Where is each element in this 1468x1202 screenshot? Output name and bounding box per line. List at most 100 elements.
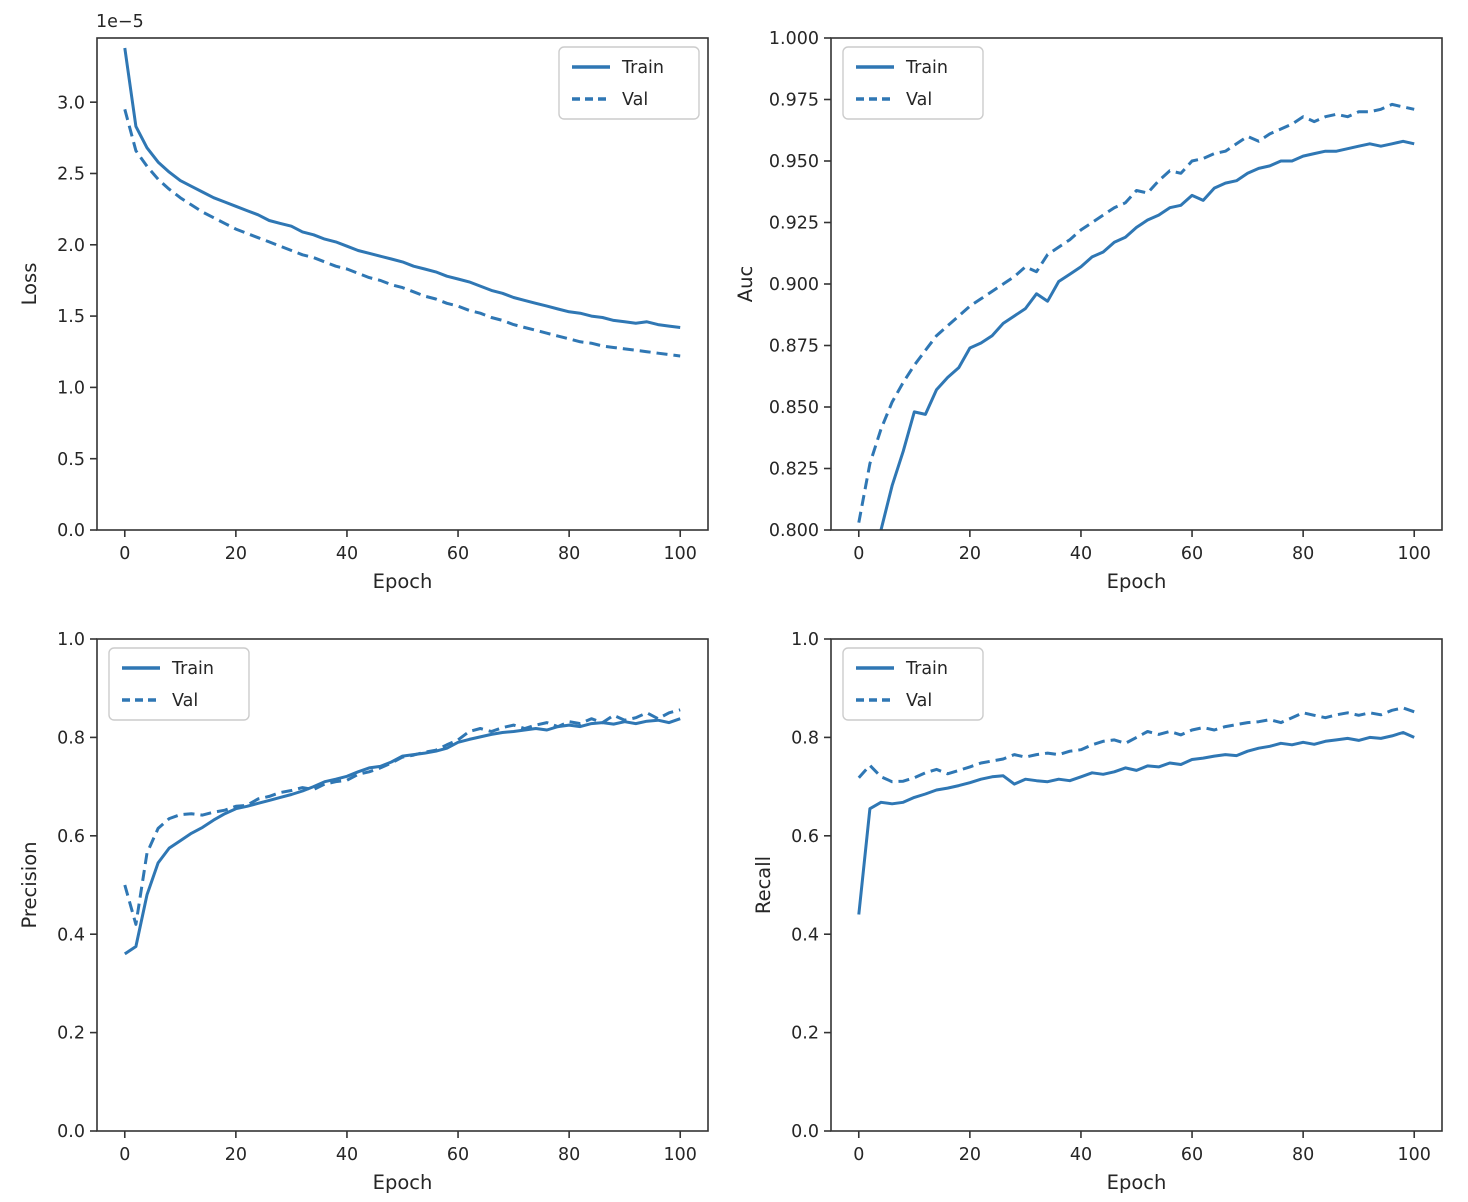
x-tick-label: 60	[447, 544, 469, 564]
x-tick-label: 100	[664, 1145, 697, 1165]
series-val-line	[857, 706, 1415, 784]
legend-label-train: Train	[905, 58, 948, 78]
y-tick-label: 2.5	[57, 165, 85, 185]
x-tick-label: 80	[1292, 544, 1314, 564]
x-tick-label: 100	[1398, 1145, 1431, 1165]
chart-auc: 0 20 40 60 80 100 0.800 0.825 0.850 0.875 0.900 0.9…	[734, 0, 1468, 601]
y-tick-label: 1.0	[57, 379, 85, 399]
x-tick-label: 40	[1070, 1145, 1092, 1165]
series-train-line	[879, 139, 1415, 530]
loss-plot-canvas: 0 20 40 60 80 100 0.0 0.5 1.0 1.5 2.0 2.5 3.0 Epoch Lo…	[18, 12, 709, 593]
series-train-line	[123, 47, 681, 329]
legend-box	[558, 46, 700, 120]
x-axis: 0 20 40 60 80 100	[119, 1131, 697, 1165]
x-tick-label: 60	[1181, 1145, 1203, 1165]
x-tick-label: 40	[336, 544, 358, 564]
x-axis-label: Epoch	[1107, 1171, 1167, 1194]
y-tick-label: 0.2	[57, 1024, 85, 1044]
y-axis: 0.0 0.2 0.4 0.6 0.8 1.0	[791, 630, 831, 1142]
x-tick-label: 80	[558, 1145, 580, 1165]
legend-box	[108, 647, 250, 721]
y-axis-label: Precision	[18, 841, 41, 928]
y-tick-label: 0.950	[769, 152, 819, 172]
y-tick-label: 0.4	[57, 925, 85, 945]
series-val-line	[123, 108, 681, 358]
x-axis: 0 20 40 60 80 100	[119, 530, 697, 564]
x-tick-label: 40	[336, 1145, 358, 1165]
y-tick-label: 0.975	[769, 91, 819, 111]
x-tick-label: 0	[853, 1145, 864, 1165]
precision-plot-canvas: 0 20 40 60 80 100 0.0 0.2 0.4 0.6 0.8 1.0 Epoch Preci…	[18, 630, 709, 1194]
series-train-line	[123, 717, 681, 956]
x-tick-label: 100	[664, 544, 697, 564]
axes-frame	[96, 37, 709, 531]
legend-label-train: Train	[171, 659, 214, 679]
legend-label-train: Train	[905, 659, 948, 679]
x-tick-label: 0	[853, 544, 864, 564]
y-tick-label: 0.875	[769, 337, 819, 357]
x-tick-label: 60	[447, 1145, 469, 1165]
series-val-line	[857, 102, 1415, 523]
y-tick-label: 0.900	[769, 275, 819, 295]
y-tick-label: 2.0	[57, 236, 85, 256]
legend-label-val: Val	[622, 90, 648, 110]
legend-label-val: Val	[172, 691, 198, 711]
x-tick-label: 0	[119, 1145, 130, 1165]
legend: Train Val	[108, 647, 250, 721]
y-tick-label: 0.850	[769, 398, 819, 418]
y-axis-label: Auc	[734, 266, 757, 302]
recall-plot-canvas: 0 20 40 60 80 100 0.0 0.2 0.4 0.6 0.8 1.0 Epoch Recal…	[752, 630, 1443, 1194]
legend-label-val: Val	[906, 90, 932, 110]
chart-recall: 0 20 40 60 80 100 0.0 0.2 0.4 0.6 0.8 1.0 Epoch Recal…	[734, 601, 1468, 1202]
y-axis-label: Recall	[752, 856, 775, 914]
axes-frame	[96, 638, 709, 1132]
x-tick-label: 80	[1292, 1145, 1314, 1165]
legend-box	[842, 46, 984, 120]
series-train-line	[857, 731, 1415, 915]
auc-plot-canvas: 0 20 40 60 80 100 0.800 0.825 0.850 0.875 0.900 0.9…	[734, 29, 1443, 593]
y-tick-label: 1.5	[57, 307, 85, 327]
y-tick-label: 0.6	[791, 827, 819, 847]
x-axis-label: Epoch	[373, 570, 433, 593]
x-axis: 0 20 40 60 80 100	[853, 530, 1431, 564]
y-tick-label: 0.925	[769, 214, 819, 234]
y-axis: 0.0 0.5 1.0 1.5 2.0 2.5 3.0	[57, 93, 97, 541]
y-tick-label: 1.0	[57, 630, 85, 650]
legend: Train Val	[842, 46, 984, 120]
y-tick-label: 0.5	[57, 450, 85, 470]
legend-label-train: Train	[621, 58, 664, 78]
x-tick-label: 20	[959, 1145, 981, 1165]
y-tick-label: 0.0	[57, 1122, 85, 1142]
legend: Train Val	[842, 647, 984, 721]
y-tick-label: 0.2	[791, 1024, 819, 1044]
y-tick-label: 0.4	[791, 925, 819, 945]
x-tick-label: 60	[1181, 544, 1203, 564]
chart-loss: 0 20 40 60 80 100 0.0 0.5 1.0 1.5 2.0 2.5 3.0 Epoch Lo…	[0, 0, 734, 601]
y-axis: 0.0 0.2 0.4 0.6 0.8 1.0	[57, 630, 97, 1142]
axes-frame	[830, 638, 1443, 1132]
chart-precision: 0 20 40 60 80 100 0.0 0.2 0.4 0.6 0.8 1.0 Epoch Preci…	[0, 601, 734, 1202]
y-tick-label: 0.6	[57, 827, 85, 847]
legend-label-val: Val	[906, 691, 932, 711]
x-tick-label: 20	[225, 1145, 247, 1165]
x-tick-label: 0	[119, 544, 130, 564]
legend-box	[842, 647, 984, 721]
x-axis: 0 20 40 60 80 100	[853, 1131, 1431, 1165]
y-axis: 0.800 0.825 0.850 0.875 0.900 0.925 0.950 0.975…	[769, 29, 831, 541]
x-tick-label: 20	[225, 544, 247, 564]
y-tick-label: 0.825	[769, 460, 819, 480]
y-tick-label: 1.0	[791, 630, 819, 650]
x-axis-label: Epoch	[373, 1171, 433, 1194]
x-tick-label: 100	[1398, 544, 1431, 564]
x-axis-label: Epoch	[1107, 570, 1167, 593]
series-val-line	[123, 708, 681, 926]
y-tick-label: 0.8	[57, 729, 85, 749]
y-axis-offset-text: 1e−5	[96, 12, 144, 32]
y-axis-label: Loss	[18, 263, 41, 306]
x-tick-label: 80	[558, 544, 580, 564]
legend: Train Val	[558, 46, 700, 120]
y-tick-label: 0.800	[769, 521, 819, 541]
y-tick-label: 3.0	[57, 93, 85, 113]
x-tick-label: 40	[1070, 544, 1092, 564]
